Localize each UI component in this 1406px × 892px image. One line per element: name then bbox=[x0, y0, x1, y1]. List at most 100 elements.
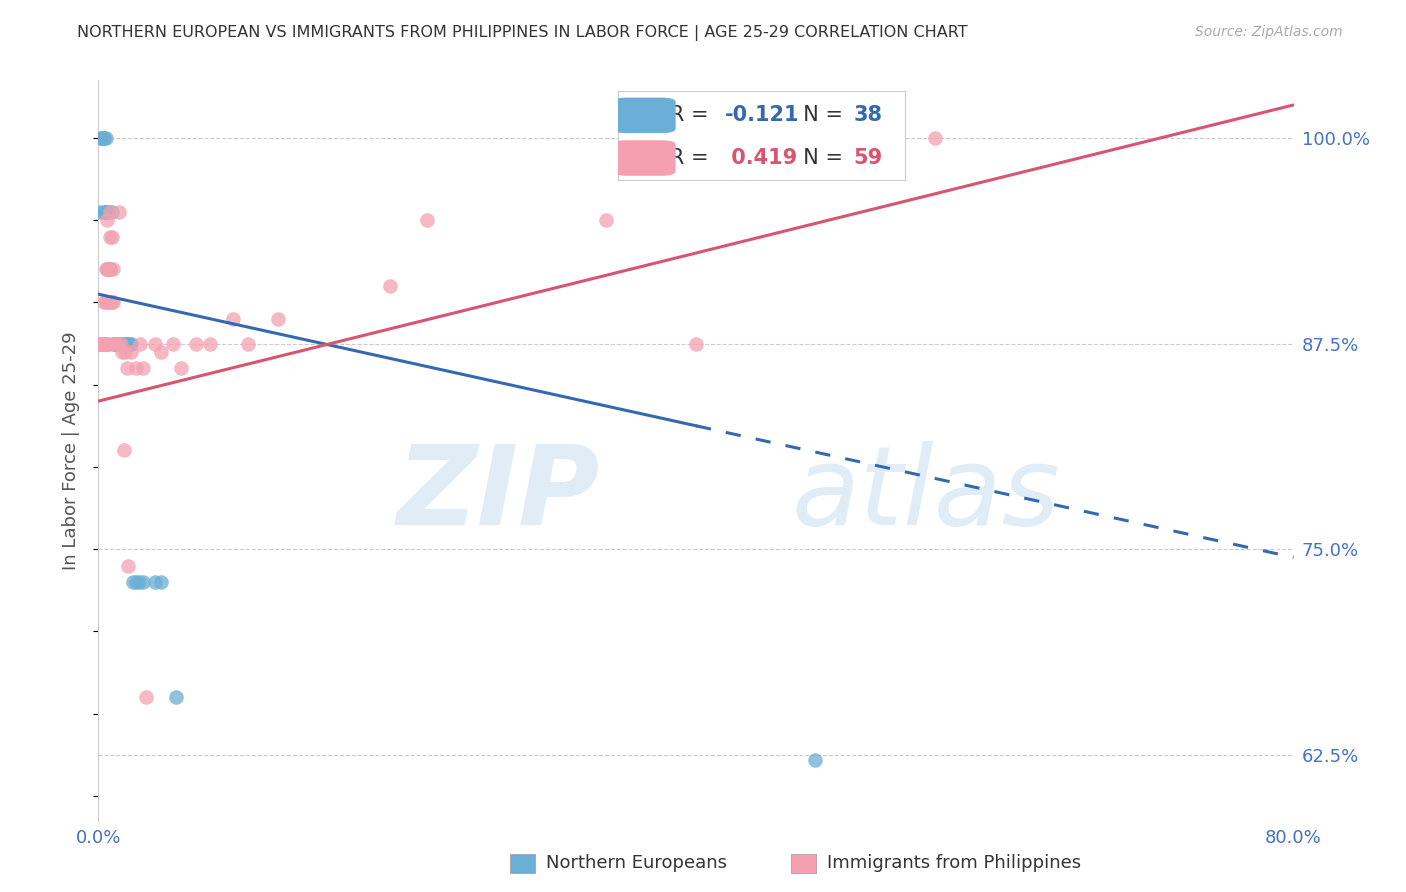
Point bbox=[120, 336, 142, 351]
Point bbox=[184, 336, 207, 351]
Point bbox=[97, 262, 120, 277]
Point bbox=[115, 361, 138, 376]
Point bbox=[89, 336, 111, 351]
Text: atlas: atlas bbox=[792, 442, 1060, 549]
Point bbox=[104, 336, 127, 351]
Point bbox=[107, 336, 129, 351]
Point bbox=[114, 336, 136, 351]
Point bbox=[111, 336, 134, 351]
Point bbox=[90, 131, 112, 145]
Point bbox=[129, 336, 152, 351]
Point bbox=[378, 279, 401, 293]
Point bbox=[111, 344, 134, 359]
Point bbox=[94, 336, 117, 351]
Point bbox=[128, 575, 150, 590]
Point bbox=[200, 336, 222, 351]
Point bbox=[91, 131, 114, 145]
Point bbox=[112, 336, 135, 351]
Point bbox=[94, 295, 117, 310]
Point bbox=[103, 336, 125, 351]
Point bbox=[98, 262, 122, 277]
Point bbox=[98, 295, 122, 310]
Point bbox=[91, 336, 114, 351]
Point bbox=[117, 336, 139, 351]
Point bbox=[94, 336, 117, 351]
Point bbox=[222, 311, 245, 326]
Point bbox=[97, 205, 120, 219]
Point bbox=[143, 575, 166, 590]
Point bbox=[105, 336, 128, 351]
Text: ZIP: ZIP bbox=[396, 442, 600, 549]
Point bbox=[90, 336, 112, 351]
Point bbox=[103, 295, 125, 310]
Point bbox=[132, 575, 155, 590]
Point bbox=[98, 262, 122, 277]
Point bbox=[96, 262, 118, 277]
Point bbox=[89, 205, 111, 219]
Point bbox=[104, 336, 127, 351]
Point bbox=[132, 361, 155, 376]
Point bbox=[93, 336, 115, 351]
Point bbox=[98, 205, 122, 219]
Point bbox=[97, 262, 120, 277]
Point bbox=[96, 205, 118, 219]
Point bbox=[89, 336, 111, 351]
Point bbox=[165, 690, 187, 705]
Point bbox=[416, 213, 439, 227]
Point bbox=[110, 336, 132, 351]
Point bbox=[103, 262, 125, 277]
Point bbox=[267, 311, 290, 326]
Point bbox=[114, 344, 136, 359]
Point bbox=[94, 131, 117, 145]
Point bbox=[162, 336, 184, 351]
Point bbox=[90, 131, 112, 145]
Point bbox=[125, 575, 148, 590]
Y-axis label: In Labor Force | Age 25-29: In Labor Force | Age 25-29 bbox=[62, 331, 80, 570]
Point bbox=[94, 262, 117, 277]
Point bbox=[236, 336, 259, 351]
Point bbox=[112, 443, 135, 458]
Point bbox=[93, 131, 115, 145]
Point bbox=[97, 336, 120, 351]
Point bbox=[118, 336, 141, 351]
Point bbox=[101, 295, 124, 310]
Point bbox=[120, 344, 142, 359]
Point bbox=[685, 336, 707, 351]
Point bbox=[169, 361, 191, 376]
Point bbox=[93, 205, 115, 219]
Point bbox=[595, 213, 617, 227]
Point bbox=[91, 131, 114, 145]
Point bbox=[143, 336, 166, 351]
Point bbox=[108, 336, 131, 351]
Point bbox=[96, 262, 118, 277]
Point bbox=[105, 336, 128, 351]
Point bbox=[91, 336, 114, 351]
Point bbox=[96, 295, 118, 310]
Text: Northern Europeans: Northern Europeans bbox=[546, 855, 727, 872]
Point bbox=[150, 344, 173, 359]
Point bbox=[108, 205, 131, 219]
Point bbox=[94, 205, 117, 219]
Point bbox=[804, 753, 827, 767]
Point bbox=[110, 336, 132, 351]
Text: Immigrants from Philippines: Immigrants from Philippines bbox=[827, 855, 1081, 872]
Point bbox=[924, 131, 946, 145]
Point bbox=[121, 575, 143, 590]
Point bbox=[90, 336, 112, 351]
Point bbox=[98, 229, 122, 244]
Point bbox=[97, 295, 120, 310]
Point bbox=[96, 336, 118, 351]
Point bbox=[93, 295, 115, 310]
Point bbox=[125, 361, 148, 376]
Point bbox=[91, 336, 114, 351]
Point bbox=[117, 558, 139, 573]
Point bbox=[96, 213, 118, 227]
Point bbox=[107, 336, 129, 351]
Text: Source: ZipAtlas.com: Source: ZipAtlas.com bbox=[1195, 25, 1343, 39]
Point bbox=[150, 575, 173, 590]
Text: NORTHERN EUROPEAN VS IMMIGRANTS FROM PHILIPPINES IN LABOR FORCE | AGE 25-29 CORR: NORTHERN EUROPEAN VS IMMIGRANTS FROM PHI… bbox=[77, 25, 967, 41]
Point bbox=[101, 229, 124, 244]
Point bbox=[101, 205, 124, 219]
Point bbox=[93, 336, 115, 351]
Point bbox=[91, 131, 114, 145]
